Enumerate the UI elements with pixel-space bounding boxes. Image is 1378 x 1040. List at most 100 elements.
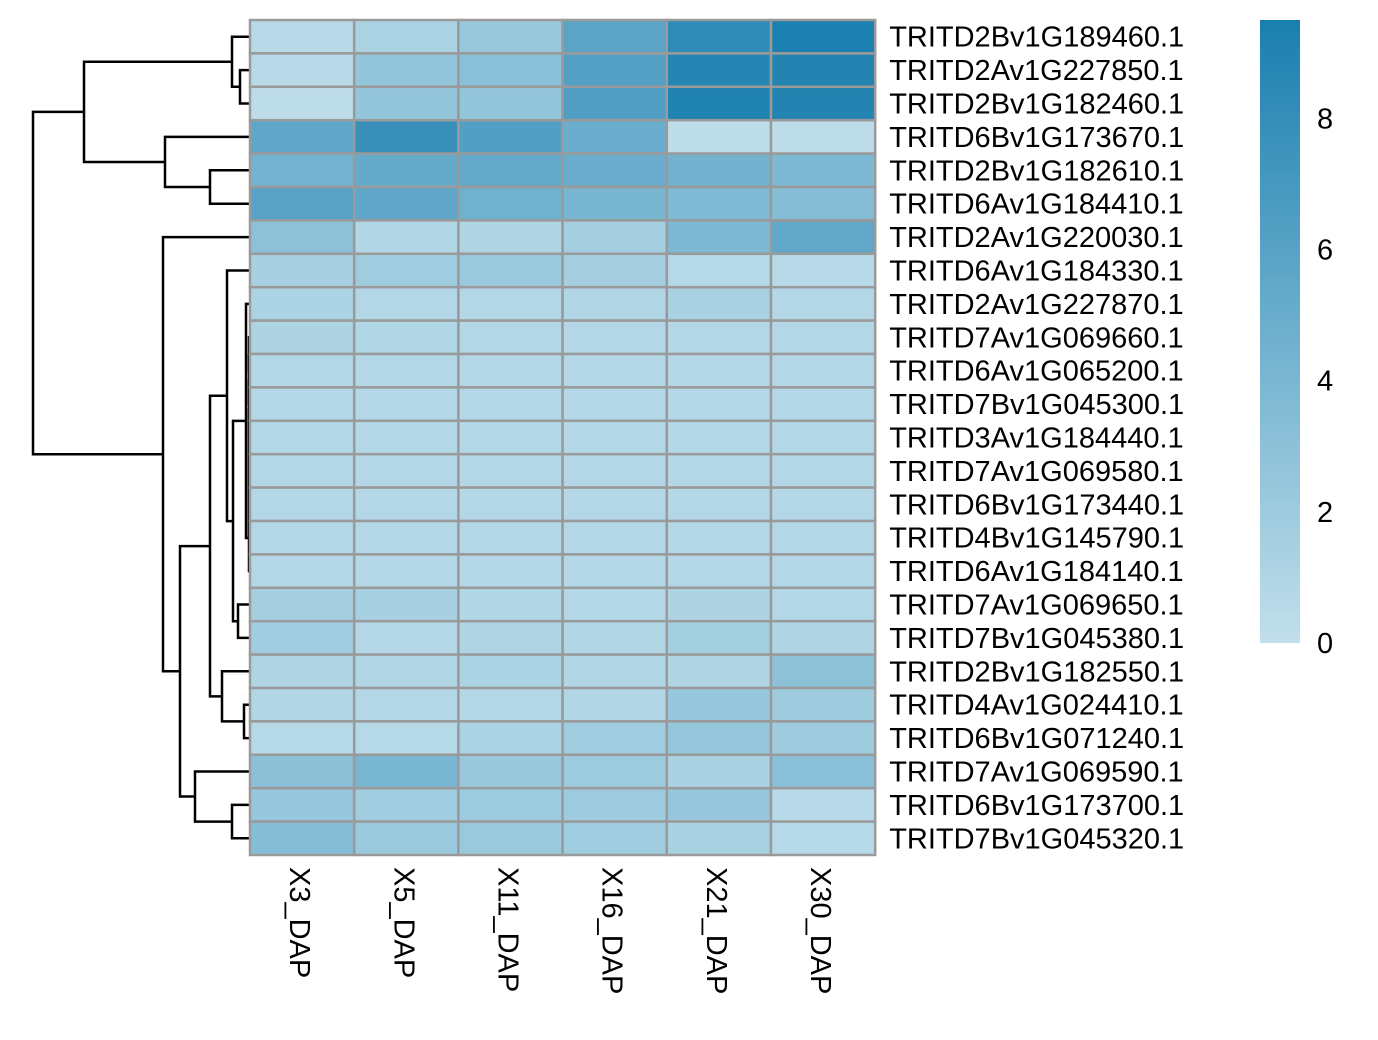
heatmap-cell	[561, 319, 669, 356]
heatmap-cell	[248, 18, 356, 55]
heatmap-cell	[352, 653, 460, 690]
heatmap-cell	[769, 285, 877, 322]
heatmap-cell	[352, 553, 460, 590]
color-legend: 0 2 4 6 8	[1260, 20, 1333, 660]
heatmap-cell	[561, 452, 669, 489]
heatmap-cell	[561, 252, 669, 289]
heatmap-cell	[457, 553, 564, 590]
heatmap-cell	[665, 85, 773, 122]
row-label: TRITD6Bv1G173670.1	[889, 122, 1184, 154]
heatmap-cell	[665, 686, 773, 723]
heatmap-cell	[248, 452, 356, 489]
heatmap-cell	[769, 185, 877, 222]
row-label: TRITD6Av1G184140.1	[889, 556, 1183, 588]
heatmap-cell	[352, 118, 460, 155]
heatmap-cell	[665, 486, 773, 523]
heatmap-cell	[665, 753, 773, 790]
dendrogram-branch	[236, 603, 250, 640]
heatmap-cell	[561, 753, 669, 790]
heatmap-cell	[457, 18, 564, 55]
heatmap-cell	[769, 686, 877, 723]
heatmap-cell	[248, 386, 356, 423]
heatmap-cell	[561, 786, 669, 823]
heatmap-cell	[665, 653, 773, 690]
column-label: X3_DAP	[283, 867, 315, 978]
heatmap-cell	[769, 519, 877, 556]
heatmap-cell	[561, 720, 669, 757]
heatmap-cell	[457, 586, 564, 623]
dendrogram-branch	[31, 110, 163, 456]
heatmap-cell	[665, 586, 773, 623]
heatmap-cell	[561, 118, 669, 155]
heatmap-cell	[352, 352, 460, 389]
dendrogram-branch	[82, 60, 232, 164]
heatmap-cell	[248, 185, 356, 222]
heatmap-cell	[352, 619, 460, 656]
dendrogram-branch	[163, 135, 250, 189]
dendrogram-branch	[220, 670, 250, 723]
heatmap-cell	[248, 519, 356, 556]
dendrogram-branch	[208, 169, 250, 205]
heatmap-cell	[457, 152, 564, 189]
heatmap-cell	[665, 219, 773, 256]
heatmap-cell	[561, 352, 669, 389]
heatmap-cell	[561, 586, 669, 623]
heatmap-cell	[352, 452, 460, 489]
heatmap-cell	[352, 686, 460, 723]
heatmap-cell	[665, 553, 773, 590]
heatmap-cell	[457, 352, 564, 389]
heatmap-cell	[248, 319, 356, 356]
heatmap-cell	[561, 619, 669, 656]
heatmap-cell	[769, 486, 877, 523]
heatmap-cell	[665, 285, 773, 322]
heatmap-cell	[352, 185, 460, 222]
heatmap-cell	[457, 118, 564, 155]
column-label: X11_DAP	[492, 867, 524, 992]
heatmap-cell	[248, 85, 356, 122]
row-label: TRITD6Av1G184410.1	[889, 189, 1183, 221]
heatmap-cell	[665, 319, 773, 356]
heatmap-cell	[561, 152, 669, 189]
row-label: TRITD4Bv1G145790.1	[889, 523, 1184, 555]
heatmap-cell	[457, 720, 564, 757]
heatmap-cell	[665, 18, 773, 55]
legend-tick-label: 4	[1317, 366, 1333, 398]
heatmap-cell	[352, 753, 460, 790]
heatmap-cell	[352, 419, 460, 456]
dendrogram-branch	[230, 803, 250, 840]
heatmap-cell	[769, 386, 877, 423]
heatmap-cell	[665, 352, 773, 389]
heatmap-cell	[248, 285, 356, 322]
heatmap-cell	[665, 786, 773, 823]
heatmap-cell	[248, 586, 356, 623]
heatmap-cell	[457, 419, 564, 456]
dendrogram-branch	[231, 419, 246, 623]
heatmap-cell	[769, 118, 877, 155]
heatmap-cell	[248, 486, 356, 523]
heatmap-cell	[769, 319, 877, 356]
heatmap-cell	[665, 820, 773, 857]
row-label: TRITD6Av1G065200.1	[889, 356, 1183, 388]
heatmap-cell	[561, 553, 669, 590]
heatmap-cell	[665, 52, 773, 89]
row-label: TRITD3Av1G184440.1	[889, 423, 1183, 455]
heatmap-cell	[457, 452, 564, 489]
heatmap-cell	[352, 486, 460, 523]
heatmap-cell	[352, 386, 460, 423]
heatmap-cell	[457, 753, 564, 790]
row-label: TRITD6Bv1G173700.1	[889, 790, 1184, 822]
heatmap-cell	[248, 52, 356, 89]
heatmap-cell	[561, 686, 669, 723]
row-label: TRITD7Av1G069580.1	[889, 456, 1183, 488]
heatmap-cell	[769, 786, 877, 823]
row-label: TRITD7Av1G069660.1	[889, 322, 1183, 354]
heatmap-cell	[769, 18, 877, 55]
column-label: X30_DAP	[804, 867, 836, 994]
heatmap-cell	[665, 386, 773, 423]
heatmap-cell	[248, 419, 356, 456]
heatmap-cell	[457, 85, 564, 122]
legend-tick-label: 8	[1317, 103, 1333, 135]
heatmap-cell	[769, 52, 877, 89]
heatmap-cell	[665, 519, 773, 556]
